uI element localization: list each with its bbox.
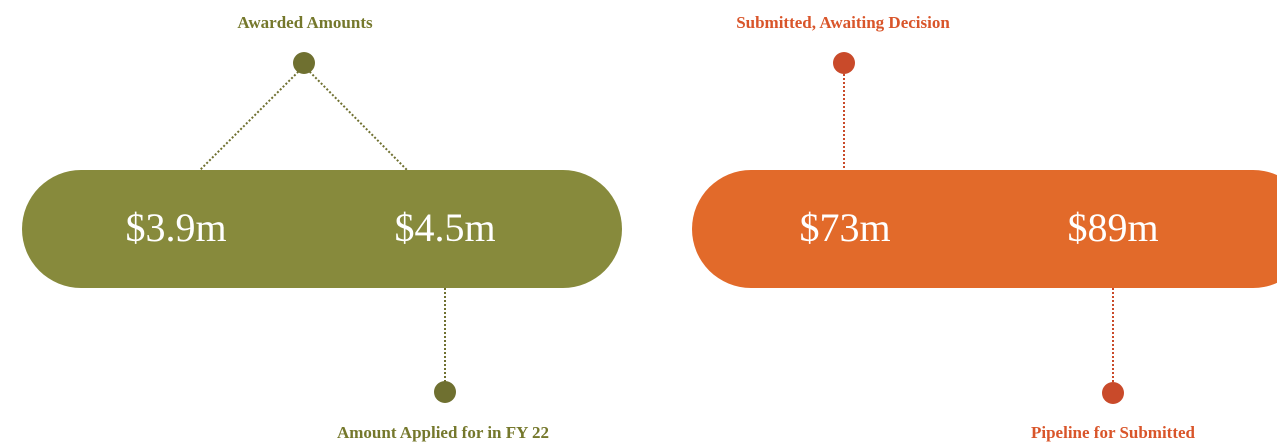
dot — [434, 381, 456, 403]
connector — [199, 65, 408, 171]
amount: $4.5m — [394, 205, 495, 250]
bottom-label: Pipeline for Submitted — [1031, 423, 1196, 442]
amount: $3.9m — [125, 205, 226, 250]
pill — [692, 170, 1277, 288]
awarded-panel: Awarded Amounts $3.9m $4.5m Amount Appli… — [22, 13, 622, 442]
top-label: Submitted, Awaiting Decision — [736, 13, 950, 32]
top-label: Awarded Amounts — [237, 13, 373, 32]
amount: $89m — [1067, 205, 1158, 250]
bottom-label: Amount Applied for in FY 22 — [337, 423, 549, 442]
dot — [833, 52, 855, 74]
amount: $73m — [799, 205, 890, 250]
pill — [22, 170, 622, 288]
dot — [293, 52, 315, 74]
dot — [1102, 382, 1124, 404]
submitted-panel: Submitted, Awaiting Decision $73m $89m P… — [692, 13, 1277, 442]
